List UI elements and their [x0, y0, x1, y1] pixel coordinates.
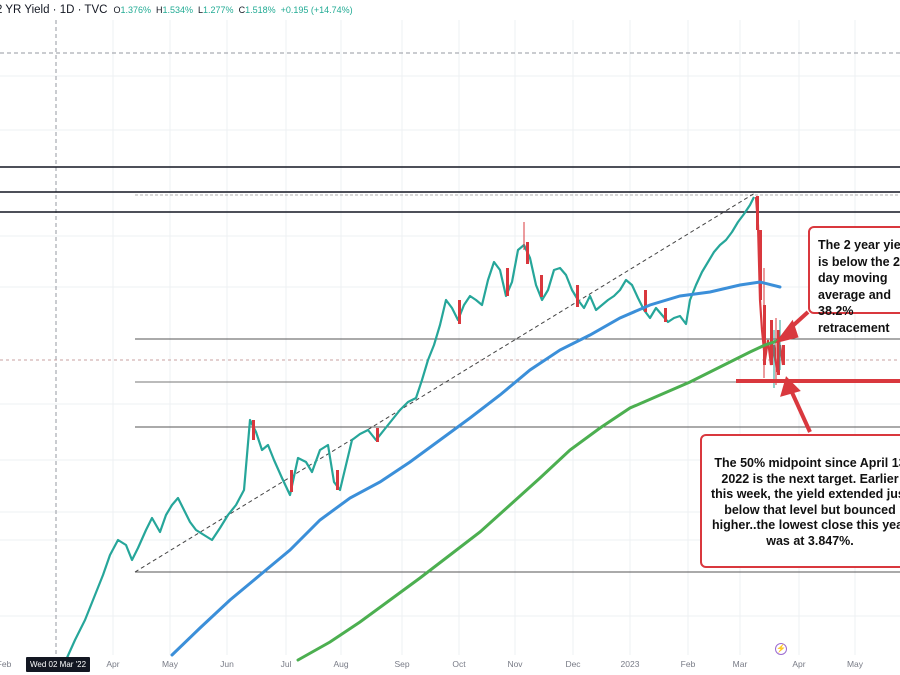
- chart-header: 2 YR Yield · 1D · TVC O1.376% H1.534% L1…: [0, 0, 357, 20]
- ohlc-low: L1.277%: [198, 5, 234, 15]
- x-tick: Jul: [280, 659, 292, 669]
- x-tick: Sep: [394, 659, 410, 669]
- x-tick: Dec: [565, 659, 581, 669]
- callout-top-text: The 2 year yield is below the 200 day mo…: [818, 238, 900, 335]
- ohlc-open: O1.376%: [113, 5, 151, 15]
- x-axis[interactable]: Feb Apr May Jun Jul Aug Sep Oct Nov Dec …: [0, 656, 900, 675]
- ohlc-close: C1.518%: [238, 5, 276, 15]
- x-tick: May: [846, 659, 864, 669]
- x-tick: May: [161, 659, 179, 669]
- x-tick: Jun: [220, 659, 234, 669]
- symbol-title[interactable]: 2 YR Yield · 1D · TVC: [0, 4, 108, 16]
- fib-trend-line: [134, 192, 756, 573]
- x-tick: 2023: [620, 659, 640, 669]
- candles: [64, 196, 785, 661]
- x-tick: Feb: [680, 659, 696, 669]
- callout-arrows: [736, 310, 900, 433]
- crosshair: [0, 20, 900, 655]
- x-tick: Feb: [0, 659, 12, 669]
- moving-average-100: [170, 280, 782, 657]
- callout-bottom-text: The 50% midpoint since April 13 2022 is …: [711, 456, 900, 548]
- x-tick: Nov: [507, 659, 523, 669]
- x-tick: Aug: [333, 659, 349, 669]
- ohlc-values: O1.376% H1.534% L1.277% C1.518% +0.195 (…: [113, 5, 352, 15]
- moving-average-200: [296, 338, 782, 662]
- x-tick: Apr: [106, 659, 120, 669]
- x-tick: Oct: [452, 659, 466, 669]
- callout-50-midpoint: The 50% midpoint since April 13 2022 is …: [700, 434, 900, 568]
- x-tick: Apr: [792, 659, 806, 669]
- callout-below-200ma: The 2 year yield is below the 200 day mo…: [808, 226, 900, 335]
- x-tick: Mar: [732, 659, 748, 669]
- crosshair-date-badge: Wed 02 Mar '22: [26, 657, 91, 672]
- ohlc-change: +0.195 (+14.74%): [280, 5, 353, 15]
- replay-lightning-icon[interactable]: ⚡: [775, 643, 787, 655]
- ohlc-high: H1.534%: [155, 5, 194, 15]
